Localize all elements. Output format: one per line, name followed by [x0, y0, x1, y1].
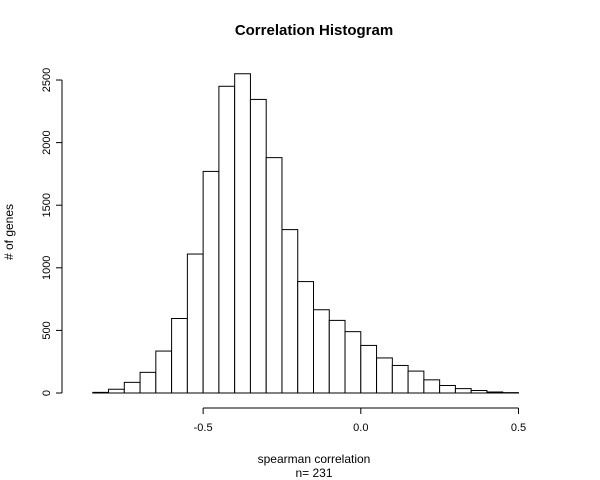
- histogram-bar: [376, 357, 393, 394]
- histogram-bar: [155, 350, 173, 394]
- histogram-bar: [486, 391, 504, 394]
- histogram-bar: [265, 157, 283, 394]
- x-tick-label: 0.5: [511, 422, 526, 434]
- histogram-bar: [470, 390, 488, 394]
- histogram-bar: [171, 318, 188, 394]
- histogram-bar: [423, 379, 441, 394]
- histogram-bar: [281, 229, 299, 394]
- y-tick-label: 0: [41, 390, 53, 396]
- histogram-bar: [234, 73, 251, 394]
- y-axis: 0 500 1000 1500 2000 2500: [41, 68, 63, 396]
- y-tick-label: 500: [41, 321, 53, 339]
- histogram-bar: [391, 364, 409, 394]
- histogram-bar: [344, 331, 362, 394]
- histogram-bar: [407, 370, 425, 394]
- histogram-bar: [123, 381, 141, 394]
- y-tick-label: 2000: [41, 130, 53, 154]
- histogram-bar: [328, 319, 346, 394]
- histogram-bar: [439, 384, 456, 394]
- histogram-bar: [297, 281, 315, 394]
- histogram-bar: [186, 253, 204, 394]
- x-axis-sublabel: n= 231: [295, 466, 332, 480]
- histogram-bar: [454, 388, 472, 394]
- histogram-bar: [108, 388, 125, 394]
- histogram-bar: [313, 309, 330, 394]
- histogram-bar: [139, 371, 157, 394]
- y-tick-label: 2500: [41, 68, 53, 92]
- histogram-bar: [218, 85, 236, 394]
- x-axis-label: spearman correlation: [258, 452, 371, 466]
- histogram-bar: [360, 344, 378, 394]
- histogram-bar: [202, 170, 220, 394]
- x-tick-label: -0.5: [194, 422, 213, 434]
- y-axis-label: # of genes: [2, 204, 16, 260]
- histogram-bar: [92, 391, 110, 394]
- y-tick-label: 1000: [41, 256, 53, 280]
- x-axis: -0.5 0.0 0.5: [194, 407, 526, 434]
- x-tick-label: 0.0: [353, 422, 368, 434]
- bars-group: [92, 73, 519, 394]
- y-tick-label: 1500: [41, 193, 53, 217]
- histogram-bar: [249, 98, 267, 394]
- chart-title: Correlation Histogram: [235, 22, 393, 39]
